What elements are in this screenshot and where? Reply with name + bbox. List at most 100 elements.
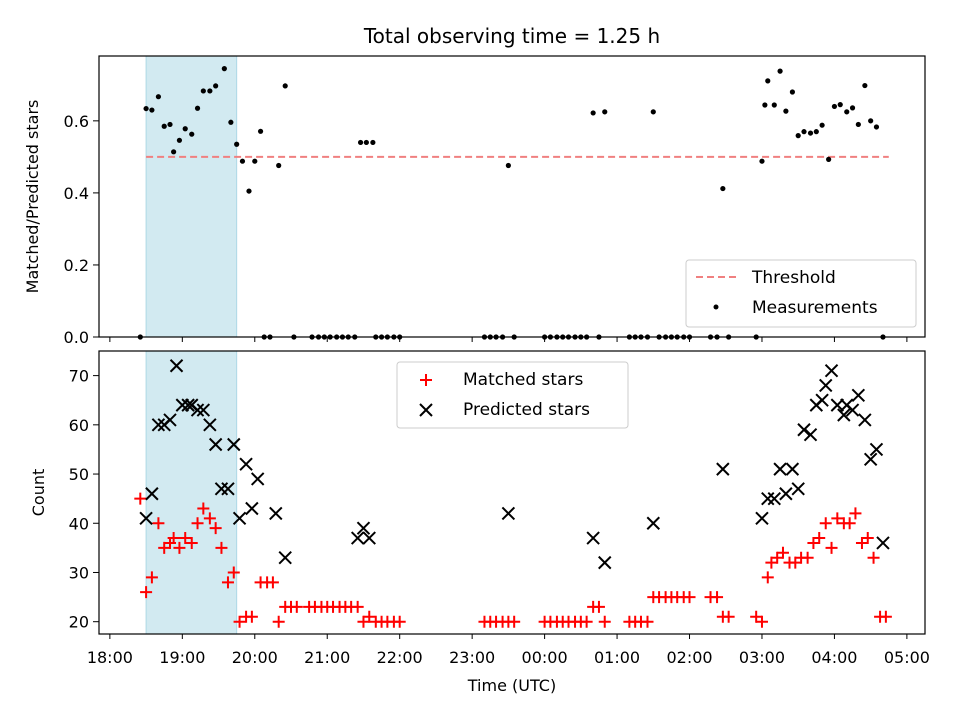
x-tick-label: 22:00 [377, 648, 423, 667]
x-tick-label: 05:00 [884, 648, 930, 667]
x-tick-label: 20:00 [232, 648, 278, 667]
measurement-point [194, 105, 201, 111]
legend-matched-swatch [420, 374, 432, 386]
measurement-point [282, 83, 288, 89]
matched-star-marker [272, 615, 285, 628]
predicted-star-marker [163, 413, 177, 427]
count-y-axis: 20 30 40 50 60 70 [69, 367, 99, 632]
predicted-star-marker [181, 398, 195, 412]
count-panel: 20 30 40 50 60 70 18:00 19:00 20:00 21:00 22:00 23… [29, 350, 930, 695]
predicted-star-marker [876, 536, 890, 550]
y-tick-label: 50 [69, 465, 89, 484]
y-tick-label: 70 [69, 367, 89, 386]
predicted-star-marker [139, 511, 153, 526]
y-tick-label: 20 [69, 613, 89, 632]
y-tick-label: 40 [69, 514, 89, 533]
matched-star-marker [722, 610, 735, 623]
predicted-star-marker [196, 403, 211, 417]
matched-star-marker [819, 517, 832, 530]
measurement-point [807, 130, 814, 136]
predicted-star-marker [779, 487, 793, 501]
measurement-point [868, 118, 874, 124]
measurement-point [239, 158, 246, 164]
predicted-star-marker [169, 359, 184, 373]
count-legend: Matched stars Predicted stars [396, 361, 629, 429]
measurement-point [370, 139, 376, 146]
predicted-star-marker [278, 551, 292, 565]
y-tick-label: 0.4 [64, 184, 89, 203]
measurement-point [777, 68, 783, 74]
predicted-star-marker [356, 521, 371, 535]
chart-title: Total observing time = 1.25 h [363, 24, 660, 48]
matched-star-marker [598, 615, 611, 628]
observing-window-band [145, 350, 238, 635]
predicted-star-marker [785, 462, 800, 476]
measurement-point [801, 129, 807, 135]
x-tick-label: 00:00 [522, 648, 568, 667]
predicted-star-marker [646, 516, 660, 530]
matched-star-marker [592, 600, 605, 613]
legend-predicted-label: Predicted stars [463, 400, 590, 420]
predicted-star-marker [214, 482, 229, 496]
matched-star-marker [801, 551, 814, 564]
matched-star-marker [363, 610, 376, 623]
measurement-point [826, 156, 832, 162]
predicted-star-marker [767, 491, 781, 506]
measurement-point [257, 128, 264, 134]
measurement-point [789, 89, 796, 95]
matched-star-marker [861, 532, 874, 545]
time-x-axis: 18:00 19:00 20:00 21:00 22:00 23:00 00:00 01:00… [87, 634, 930, 667]
predicted-star-marker [845, 403, 860, 417]
measurement-point [759, 158, 765, 164]
legend-measurements-label: Measurements [752, 298, 878, 318]
ratio-legend: Threshold Measurements [685, 259, 917, 328]
measurement-point [234, 141, 240, 147]
matched-star-marker [145, 571, 158, 584]
measurement-point [221, 66, 227, 72]
predicted-star-marker [362, 531, 376, 545]
legend-measurements-swatch [713, 304, 719, 310]
predicted-stars-points [139, 359, 890, 570]
measurement-point [276, 162, 282, 169]
x-tick-label: 02:00 [666, 648, 712, 667]
measurement-point [252, 158, 258, 164]
measurement-point [771, 102, 777, 108]
measurement-point [819, 122, 825, 128]
predicted-star-marker [145, 487, 159, 501]
measurement-point [650, 109, 656, 115]
matched-star-marker [152, 517, 165, 530]
measurement-point [200, 88, 206, 94]
measurement-point [171, 149, 177, 155]
measurement-point [167, 121, 173, 128]
x-tick-label: 18:00 [87, 648, 133, 667]
predicted-star-marker [863, 452, 878, 466]
measurement-point [813, 129, 819, 135]
measurement-point [228, 119, 234, 125]
predicted-star-marker [791, 482, 805, 496]
matched-star-marker [351, 600, 364, 613]
matched-star-marker [761, 571, 774, 584]
predicted-star-marker [269, 506, 283, 521]
measurement-point [176, 137, 183, 143]
y-tick-label: 30 [69, 563, 89, 582]
predicted-star-marker [250, 472, 265, 486]
matched-star-marker [185, 536, 198, 549]
measurement-point [155, 94, 162, 100]
y-tick-label: 0.2 [64, 256, 89, 275]
measurement-point [873, 124, 880, 130]
measurement-point [855, 121, 861, 128]
matched-star-marker [203, 512, 216, 525]
measurement-point [207, 88, 213, 94]
predicted-star-marker [239, 457, 253, 471]
predicted-star-marker [837, 408, 851, 422]
predicted-star-marker [815, 393, 829, 407]
matched-star-marker [197, 502, 210, 515]
count-y-label: Count [29, 469, 48, 517]
x-tick-label: 19:00 [159, 648, 205, 667]
ratio-y-axis: 0.0 0.2 0.4 0.6 [64, 112, 99, 347]
matched-star-marker [867, 551, 880, 564]
matched-star-marker [843, 517, 856, 530]
observing-window-shade [145, 55, 238, 338]
predicted-star-marker [797, 423, 811, 437]
